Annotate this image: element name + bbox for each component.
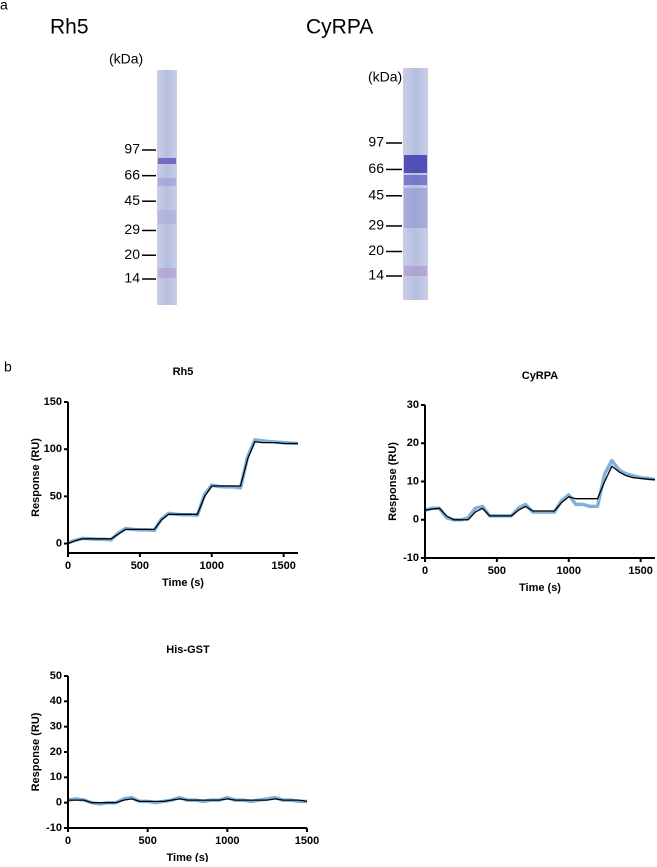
panel-label: a: [0, 0, 8, 13]
x-axis-label: Time (s): [167, 852, 209, 862]
gel-lane: [157, 70, 177, 305]
unit-label: (kDa): [368, 69, 402, 85]
y-tick-label: 20: [50, 746, 62, 758]
series-line: [67, 440, 298, 545]
y-tick-label: 10: [50, 771, 62, 783]
y-tick-label: 0: [56, 537, 62, 549]
marker-label: 97: [124, 141, 140, 157]
gel-lanes: [157, 68, 428, 305]
y-tick-label: 50: [50, 670, 62, 682]
marker-label: 20: [368, 242, 384, 258]
x-axis-label: Time (s): [162, 577, 204, 589]
x-tick-label: 1000: [215, 835, 239, 847]
y-tick-label: 10: [407, 475, 419, 487]
x-tick-label: 0: [65, 560, 71, 572]
marker-label: 14: [124, 270, 140, 286]
chart-title: His-GST: [166, 644, 210, 656]
chart-title: CyRPA: [522, 370, 559, 382]
x-tick-label: 1000: [200, 560, 224, 572]
marker-label: 66: [368, 160, 384, 176]
marker-label: 45: [124, 192, 140, 208]
gel-band: [404, 266, 427, 276]
marker-label: 14: [368, 267, 384, 283]
gel-title: Rh5: [50, 16, 89, 39]
x-tick-label: 1500: [271, 560, 295, 572]
marker-label: 29: [368, 217, 384, 233]
x-tick-label: 500: [488, 565, 506, 577]
y-axis-label: Response (RU): [387, 442, 399, 521]
x-tick-label: 0: [422, 565, 428, 577]
marker-label: 20: [124, 246, 140, 262]
series-line: [424, 458, 656, 522]
y-tick-label: 100: [44, 443, 62, 455]
series-line: [68, 798, 308, 804]
gel-band: [158, 268, 176, 278]
y-tick-label: 30: [50, 721, 62, 733]
y-tick-label: 20: [407, 437, 419, 449]
marker-label: 97: [368, 134, 384, 150]
y-tick-label: -10: [403, 552, 419, 564]
marker-label: 66: [124, 166, 140, 182]
x-tick-label: 0: [65, 835, 71, 847]
x-axis-label: Time (s): [519, 582, 561, 594]
x-tick-label: 1500: [628, 565, 652, 577]
gel-band: [404, 175, 427, 185]
y-tick-label: 30: [407, 399, 419, 411]
y-tick-label: 50: [50, 490, 62, 502]
y-tick-label: -10: [46, 822, 62, 834]
y-axis-label: Response (RU): [30, 438, 42, 517]
series-line: [424, 465, 656, 521]
unit-label: (kDa): [109, 51, 143, 67]
y-tick-label: 150: [44, 396, 62, 408]
gel-band: [404, 188, 427, 228]
y-tick-label: 40: [50, 695, 62, 707]
chart-title: Rh5: [173, 366, 194, 378]
y-axis-label: Response (RU): [30, 712, 42, 791]
y-tick-label: 0: [413, 514, 419, 526]
gel-band: [158, 210, 176, 224]
gel-band: [158, 158, 176, 164]
x-tick-label: 1000: [557, 565, 581, 577]
series-line: [67, 438, 299, 545]
y-tick-label: 0: [56, 797, 62, 809]
marker-label: 45: [368, 186, 384, 202]
x-tick-label: 500: [138, 835, 156, 847]
marker-label: 29: [124, 221, 140, 237]
x-tick-label: 500: [131, 560, 149, 572]
x-tick-label: 1500: [295, 835, 319, 847]
panel-label: b: [4, 359, 12, 375]
gel-title: CyRPA: [306, 16, 373, 39]
gel-band: [158, 178, 176, 186]
gel-band: [404, 155, 427, 173]
